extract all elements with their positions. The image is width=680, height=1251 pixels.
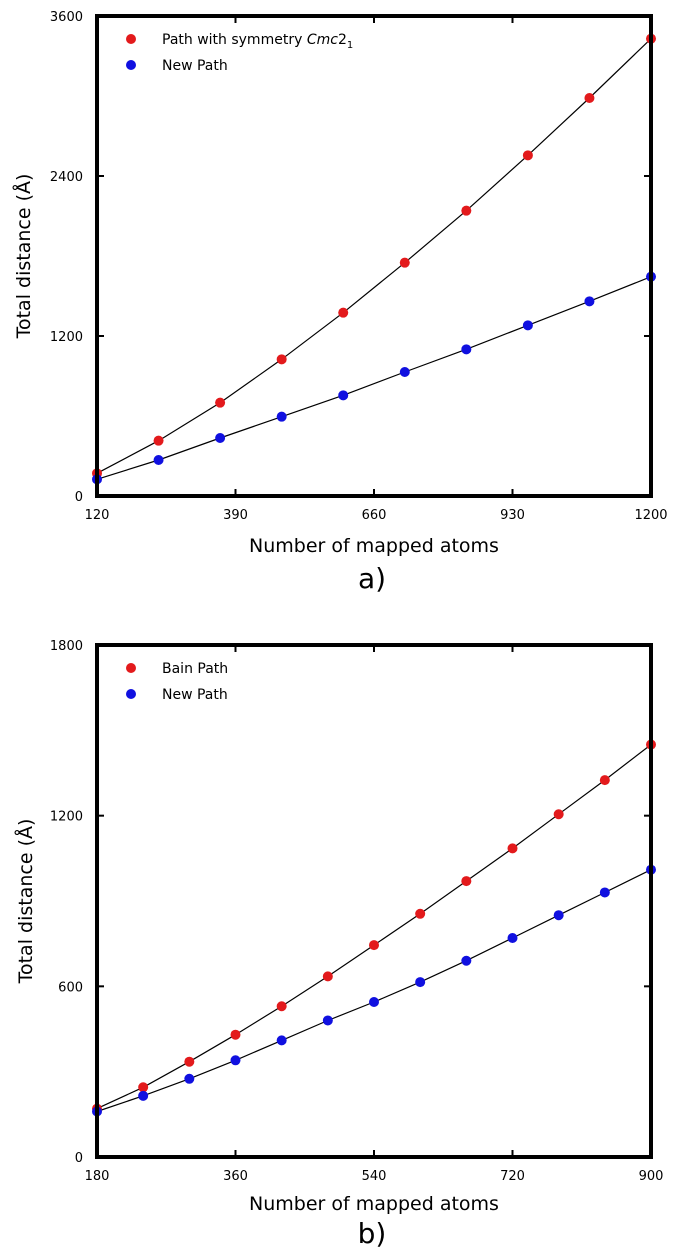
panel-label: b)	[358, 1217, 387, 1250]
x-tick-label: 930	[500, 508, 525, 523]
data-point	[399, 367, 410, 377]
data-point	[215, 397, 226, 408]
data-point	[461, 205, 472, 216]
legend-marker	[126, 34, 136, 44]
data-point	[369, 996, 379, 1007]
legend-marker	[126, 663, 136, 673]
x-tick-label: 540	[362, 1169, 387, 1184]
series-line-0	[96, 744, 652, 1110]
x-axis-label: Number of mapped atoms	[249, 1193, 499, 1215]
x-tick-label: 120	[85, 508, 110, 523]
y-tick-label: 0	[75, 1151, 83, 1166]
y-tick-label: 1200	[50, 810, 83, 825]
data-point	[338, 390, 349, 401]
y-tick-label: 1800	[50, 639, 83, 654]
data-point	[138, 1090, 149, 1101]
data-point	[599, 775, 610, 786]
data-point	[461, 955, 472, 966]
data-point	[369, 940, 379, 951]
data-point	[507, 932, 518, 943]
data-point	[522, 320, 533, 331]
data-point	[461, 876, 472, 887]
data-point	[138, 1082, 149, 1093]
data-point	[461, 344, 472, 355]
legend-label: Path with symmetry Cmc21	[162, 32, 353, 51]
data-point	[522, 150, 533, 161]
data-point	[276, 1035, 287, 1046]
data-point	[553, 809, 564, 820]
series-line-1	[96, 276, 652, 480]
data-point	[507, 843, 518, 854]
x-tick-label: 720	[500, 1169, 525, 1184]
data-point	[584, 296, 595, 307]
data-point	[153, 435, 164, 446]
legend-label: New Path	[162, 687, 228, 703]
x-tick-label: 390	[223, 508, 248, 523]
y-tick-label: 600	[58, 980, 83, 995]
series-line-0	[96, 38, 652, 474]
data-point	[415, 977, 426, 988]
data-point	[599, 887, 610, 898]
x-tick-label: 360	[223, 1169, 248, 1184]
x-tick-label: 180	[85, 1169, 110, 1184]
chart-a: 120 390 660 930 1200 0 1200 2400 3600 Number of m…	[12, 10, 668, 595]
data-point	[276, 1001, 287, 1012]
data-point	[153, 455, 164, 465]
y-tick-label: 0	[75, 490, 83, 505]
data-point	[184, 1056, 195, 1067]
data-point	[230, 1055, 241, 1066]
panel-label: a)	[358, 562, 386, 595]
data-point	[276, 411, 287, 422]
data-point	[415, 908, 426, 919]
y-axis-label: Total distance (Å)	[12, 174, 35, 340]
data-point	[338, 307, 349, 318]
legend-label: New Path	[162, 58, 228, 74]
x-axis-label: Number of mapped atoms	[249, 535, 499, 557]
series-line-1	[96, 869, 652, 1113]
y-tick-label: 1200	[50, 330, 83, 345]
data-point	[553, 910, 564, 921]
x-tick-label: 660	[362, 508, 387, 523]
y-axis-label: Total distance (Å)	[14, 819, 37, 985]
legend-marker	[126, 60, 136, 70]
data-point	[399, 257, 410, 268]
x-tick-label: 1200	[634, 508, 667, 523]
data-point	[322, 1015, 333, 1026]
y-tick-label: 3600	[50, 10, 83, 25]
y-tick-label: 2400	[50, 170, 83, 185]
data-point	[276, 354, 287, 365]
data-point	[322, 971, 333, 982]
plot-frame	[95, 643, 653, 1159]
data-point	[230, 1029, 241, 1040]
data-point	[584, 93, 595, 103]
data-point	[184, 1073, 195, 1084]
x-tick-label: 900	[639, 1169, 664, 1184]
chart-b: 180 360 540 720 900 0 600 1200 1800 Number of map…	[14, 639, 663, 1250]
plot-frame	[95, 14, 653, 498]
legend-label: Bain Path	[162, 661, 228, 677]
legend-marker	[126, 689, 136, 699]
data-point	[215, 433, 226, 443]
